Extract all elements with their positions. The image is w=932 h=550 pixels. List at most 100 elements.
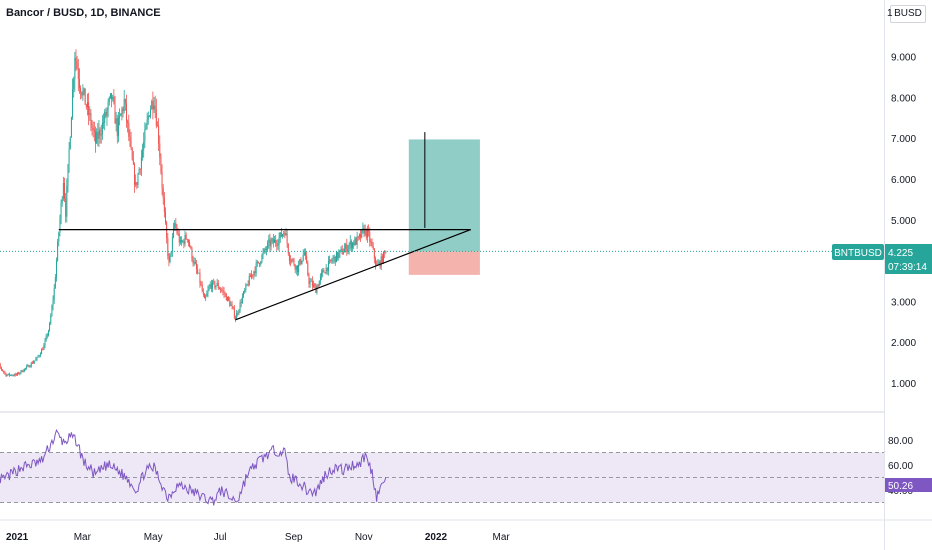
rsi-tick-label: 80.00 [888,436,913,447]
candle-body [186,239,188,240]
candle-body [19,372,21,374]
target-zone[interactable] [408,139,480,252]
candle-body [271,238,273,242]
candle-body [30,362,32,367]
candle-body [217,282,219,288]
rsi-value-tag [884,478,932,492]
candle-body [7,373,9,375]
candle-body [245,284,247,291]
position-zones [408,139,480,275]
candle-body [246,284,248,286]
candle-body [55,260,57,278]
currency-button[interactable]: BUSD [890,5,926,23]
candle-body [244,290,246,292]
candle-body [81,92,83,96]
candle-body [204,294,206,299]
candle-body [264,248,266,250]
candle-body [280,232,282,237]
candle-body [138,169,140,175]
candle-body [28,365,30,368]
candle-body [91,125,93,129]
candle-body [352,242,354,249]
candle-body [325,267,327,274]
candle-body [47,330,49,336]
candle-body [74,57,76,80]
candle-body [35,359,37,361]
stop-zone[interactable] [408,251,480,275]
candle-body [111,93,113,100]
price-tick-label: 6.000 [891,175,916,186]
candle-body [330,259,332,262]
candle-body [135,182,137,185]
candle-body [143,141,145,151]
candle-body [140,157,142,170]
candle-body [195,263,197,270]
candle-body [369,231,371,242]
candle-body [202,291,204,295]
candle-body [183,240,185,245]
candle-body [171,236,173,252]
candle-body [310,280,312,282]
candle-body [285,233,287,236]
candle-body [331,260,333,262]
candle-body [361,229,363,238]
candle-body [208,286,210,291]
candle-body [112,96,114,100]
candle-body [92,128,94,131]
candle-body [267,242,269,250]
candle-body [255,263,257,273]
candle-body [148,115,150,117]
candle-body [131,148,133,160]
candle-body [233,308,235,318]
candle-body [290,260,292,262]
candle-body [159,143,161,158]
candle-body [235,317,236,320]
candle-body [377,263,379,265]
candle-body [268,239,270,243]
candle-body [270,241,272,247]
candle-body [44,340,46,346]
candle-body [301,260,303,264]
candle-body [296,265,298,273]
candle-body [282,234,284,237]
candle-body [309,281,311,284]
candle-body [45,335,47,341]
chart-title: Bancor / BUSD, 1D, BINANCE [6,7,161,19]
candle-body [46,335,48,337]
scale-top-label: 1 [887,8,893,19]
candle-body [222,290,224,292]
candle-body [231,304,233,307]
candle-body [327,261,329,272]
candle-body [123,99,125,111]
candle-body [338,252,340,259]
candle-body [249,275,251,278]
rsi-value: 50.26 [888,481,913,492]
candle-body [113,96,115,103]
candle-body [283,233,285,235]
candle-body [364,228,366,235]
candle-body [162,188,164,198]
candle-body [144,129,146,142]
candle-body [105,111,107,117]
candle-body [228,296,230,301]
rsi-line[interactable] [0,429,387,506]
candle-body [293,259,295,266]
candle-body [353,242,355,246]
candle-body [324,272,326,274]
candle-body [384,251,386,253]
support-trendline[interactable] [235,229,471,321]
candle-body [51,306,53,316]
candle-body [200,283,202,285]
candle-body [23,368,25,372]
candle-body [381,256,383,263]
candle-body [70,117,72,138]
candle-body [166,222,168,239]
candle-body [224,293,226,295]
candle-body [306,255,308,263]
candle-body [122,109,124,111]
candle-body [106,109,108,117]
candle-body [132,159,134,165]
candle-body [184,234,186,245]
candle-body [221,290,223,291]
